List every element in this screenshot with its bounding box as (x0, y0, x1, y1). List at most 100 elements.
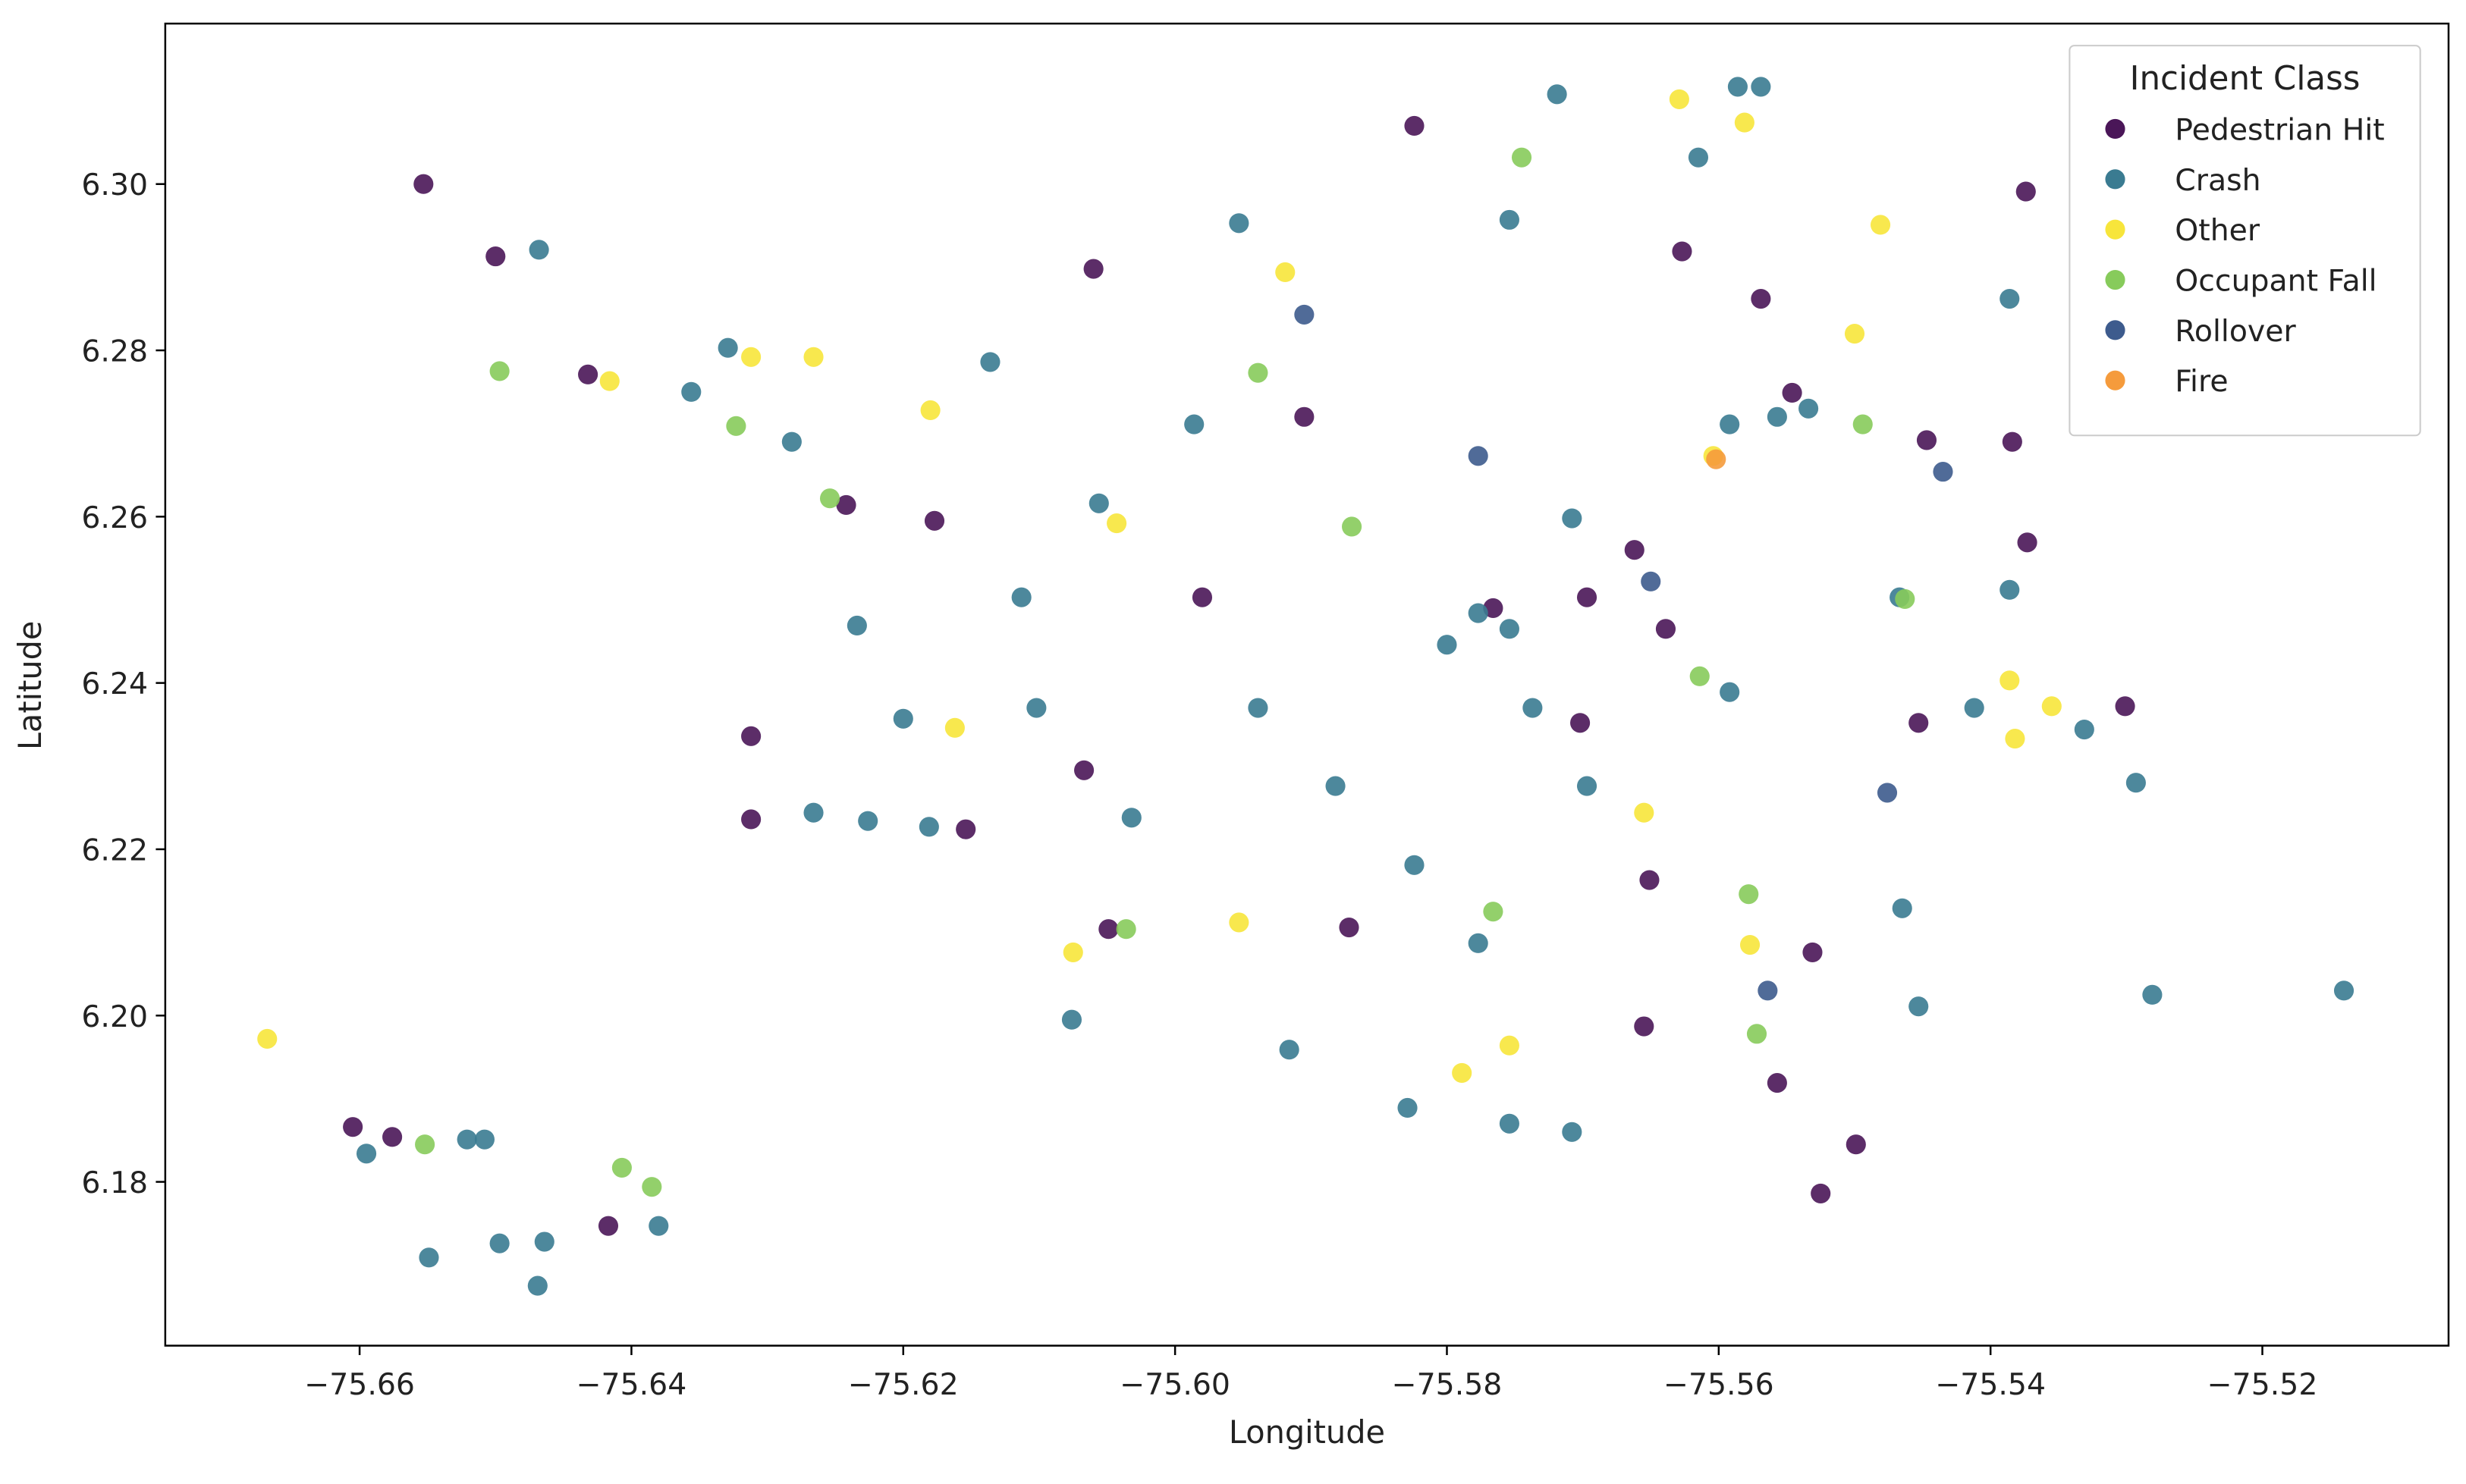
point (457, 1129, 477, 1150)
point (1483, 902, 1503, 922)
legend-marker (2105, 219, 2125, 240)
point (1655, 619, 1676, 639)
point (1468, 603, 1488, 623)
x-tick-label: −75.52 (2207, 1367, 2318, 1402)
legend-label: Crash (2175, 163, 2260, 198)
point (726, 416, 746, 436)
legend-marker (2105, 269, 2125, 290)
point (1688, 147, 1709, 168)
y-axis-label: Latitude (12, 621, 49, 751)
x-tick-label: −75.64 (576, 1367, 687, 1402)
point (1452, 1062, 1472, 1083)
point (1870, 215, 1891, 235)
point (847, 615, 867, 636)
point (1275, 262, 1296, 283)
point (1689, 666, 1710, 686)
point (1706, 449, 1726, 469)
point (1121, 808, 1142, 828)
point (1437, 635, 1457, 655)
legend-label: Fire (2175, 364, 2228, 399)
point (2017, 532, 2037, 553)
point (534, 1231, 554, 1252)
x-axis-label: Longitude (1229, 1414, 1385, 1451)
point (1751, 77, 1771, 97)
point (413, 174, 434, 194)
point (1248, 698, 1268, 718)
point (919, 817, 939, 837)
y-tick-label: 6.28 (81, 334, 148, 369)
y-tick-label: 6.30 (81, 168, 148, 202)
point (485, 246, 506, 267)
point (649, 1216, 669, 1236)
point (920, 400, 941, 421)
point (1895, 588, 1915, 609)
point (1908, 996, 1929, 1017)
y-tick-label: 6.22 (81, 833, 148, 867)
legend: Incident Class Pedestrian Hit Crash Other Oc… (2069, 45, 2421, 437)
legend-marker (2105, 320, 2125, 340)
point (2041, 696, 2062, 717)
point (1576, 587, 1597, 607)
point (489, 1233, 510, 1253)
point (1767, 406, 1787, 427)
point (1468, 446, 1488, 466)
point (1499, 1035, 1519, 1056)
y-tick-label: 6.18 (81, 1166, 148, 1200)
point (1739, 934, 1761, 955)
point (1758, 980, 1778, 1001)
point (803, 347, 824, 367)
point (642, 1177, 662, 1197)
point (681, 381, 702, 402)
point (1964, 698, 1984, 718)
point (1499, 619, 1519, 639)
point (1639, 870, 1660, 890)
legend-title: Incident Class (2130, 60, 2361, 98)
point (415, 1134, 435, 1155)
point (819, 488, 840, 509)
point (1720, 682, 1740, 702)
point (1107, 513, 1127, 534)
point (1908, 713, 1929, 733)
point (343, 1117, 363, 1137)
point (1802, 942, 1823, 962)
point (1325, 776, 1346, 796)
point (1746, 1024, 1767, 1044)
legend-marker (2105, 118, 2125, 140)
point (1634, 802, 1654, 823)
point (1751, 288, 1771, 309)
x-tick-label: −75.54 (1935, 1367, 2046, 1402)
point (578, 364, 598, 384)
point (1576, 776, 1597, 796)
legend-label: Rollover (2175, 314, 2296, 349)
point (2000, 288, 2020, 309)
y-tick-label: 6.24 (81, 667, 148, 701)
point (1468, 933, 1488, 953)
point (1026, 698, 1047, 718)
point (1339, 917, 1359, 938)
point (1083, 259, 1104, 279)
x-tick-label: −75.58 (1392, 1367, 1503, 1402)
point (1404, 855, 1425, 875)
point (1397, 1097, 1418, 1118)
x-tick-label: −75.62 (848, 1367, 959, 1402)
point (1570, 713, 1591, 733)
point (1248, 362, 1268, 383)
point (1483, 598, 1503, 619)
point (1933, 462, 1953, 482)
point (924, 510, 945, 531)
point (741, 809, 762, 830)
point (527, 1275, 548, 1296)
point (1844, 324, 1865, 344)
point (1727, 77, 1748, 97)
point (1088, 493, 1109, 513)
point (419, 1247, 439, 1268)
point (1116, 919, 1136, 940)
point (2125, 773, 2146, 793)
point (803, 802, 824, 823)
point (1061, 1009, 1082, 1030)
x-tick-label: −75.60 (1120, 1367, 1230, 1402)
point (1672, 241, 1692, 262)
point (1892, 898, 1912, 918)
x-tick-label: −75.56 (1663, 1367, 1774, 1402)
point (1499, 209, 1519, 230)
